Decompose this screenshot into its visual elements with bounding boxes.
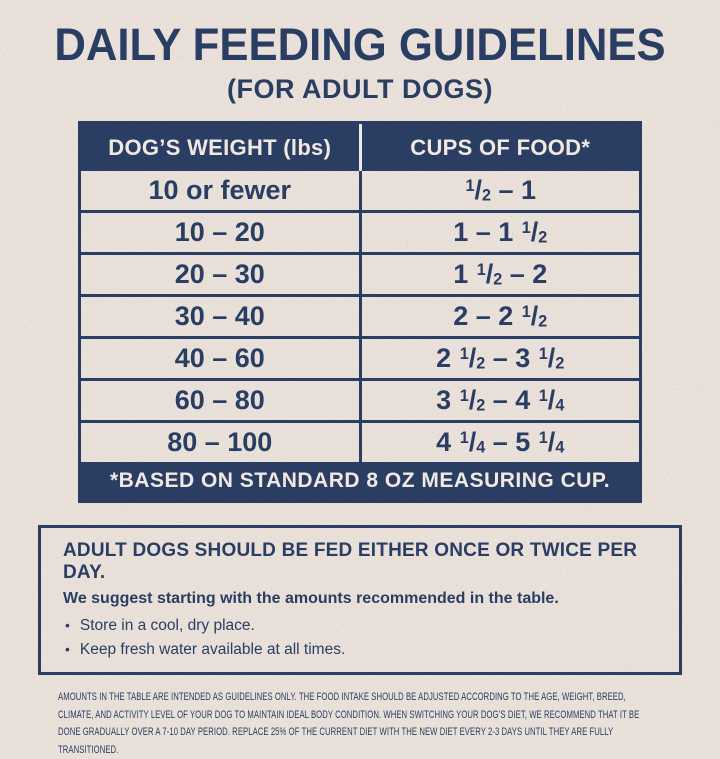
table-row: 60 – 80 3 1/2 – 4 1/4 xyxy=(81,378,639,420)
cups-cell: 1/2 – 1 xyxy=(465,175,537,205)
cups-cell: 2 1/2 – 3 1/2 xyxy=(436,343,565,373)
disclaimer-section: AMOUNTS IN THE TABLE ARE INTENDED AS GUI… xyxy=(58,689,662,759)
fraction: 1/4 xyxy=(459,427,486,457)
disclaimer-text: AMOUNTS IN THE TABLE ARE INTENDED AS GUI… xyxy=(58,691,640,756)
cups-cell: 1 – 1 1/2 xyxy=(453,217,548,247)
table-row: 10 or fewer 1/2 – 1 xyxy=(81,171,639,210)
fraction: 1/4 xyxy=(538,427,565,457)
weight-cell: 60 – 80 xyxy=(81,381,362,420)
feeding-table-header: DOG’S WEIGHT (lbs) CUPS OF FOOD* xyxy=(81,124,639,171)
table-row: 30 – 40 2 – 2 1/2 xyxy=(81,294,639,336)
feeding-table-body: 10 or fewer 1/2 – 1 10 – 20 1 – 1 1/2 20 – 3… xyxy=(81,171,639,462)
list-item: • Keep fresh water available at all times… xyxy=(63,640,657,659)
page-title: DAILY FEEDING GUIDELINES xyxy=(54,19,666,70)
feeding-table: DOG’S WEIGHT (lbs) CUPS OF FOOD* 10 or f… xyxy=(78,121,642,503)
info-heading: ADULT DOGS SHOULD BE FED EITHER ONCE OR … xyxy=(63,540,638,583)
fraction: 1/2 xyxy=(459,385,486,415)
weight-cell: 10 or fewer xyxy=(81,171,362,210)
fraction: 1/2 xyxy=(476,259,503,289)
cups-cell: 1 1/2 – 2 xyxy=(453,259,548,289)
bullet-icon: • xyxy=(65,641,70,657)
column-header-cups-of-food: CUPS OF FOOD* xyxy=(410,134,591,160)
weight-cell: 30 – 40 xyxy=(81,297,362,336)
cups-cell: 2 – 2 1/2 xyxy=(453,301,548,331)
table-row: 80 – 100 4 1/4 – 5 1/4 xyxy=(81,420,639,462)
table-row: 20 – 30 1 1/2 – 2 xyxy=(81,252,639,294)
cups-cell: 4 1/4 – 5 1/4 xyxy=(436,427,565,457)
info-bullet-list: • Store in a cool, dry place. • Keep fresh … xyxy=(63,616,657,659)
fraction: 1/2 xyxy=(521,301,548,331)
page-subtitle: (FOR ADULT DOGS) xyxy=(227,74,493,104)
info-subheading: We suggest starting with the amounts rec… xyxy=(63,590,559,607)
list-item: • Store in a cool, dry place. xyxy=(63,616,657,635)
bullet-text: Store in a cool, dry place. xyxy=(79,617,255,634)
bullet-text: Keep fresh water available at all times. xyxy=(79,641,346,658)
weight-cell: 20 – 30 xyxy=(81,255,362,294)
table-row: 10 – 20 1 – 1 1/2 xyxy=(81,210,639,252)
weight-cell: 40 – 60 xyxy=(81,339,362,378)
table-footnote: *BASED ON STANDARD 8 OZ MEASURING CUP. xyxy=(81,462,639,500)
weight-cell: 80 – 100 xyxy=(81,423,362,462)
fraction: 1/2 xyxy=(538,343,565,373)
fraction: 1/4 xyxy=(538,385,565,415)
bullet-icon: • xyxy=(65,617,70,633)
fraction: 1/2 xyxy=(459,343,486,373)
fraction: 1/2 xyxy=(521,217,548,247)
fraction: 1/2 xyxy=(465,175,491,205)
column-header-dogs-weight: DOG’S WEIGHT (lbs) xyxy=(81,124,362,171)
weight-cell: 10 – 20 xyxy=(81,213,362,252)
cups-cell: 3 1/2 – 4 1/4 xyxy=(436,385,565,415)
feeding-instructions-box: ADULT DOGS SHOULD BE FED EITHER ONCE OR … xyxy=(38,525,682,675)
table-row: 40 – 60 2 1/2 – 3 1/2 xyxy=(81,336,639,378)
